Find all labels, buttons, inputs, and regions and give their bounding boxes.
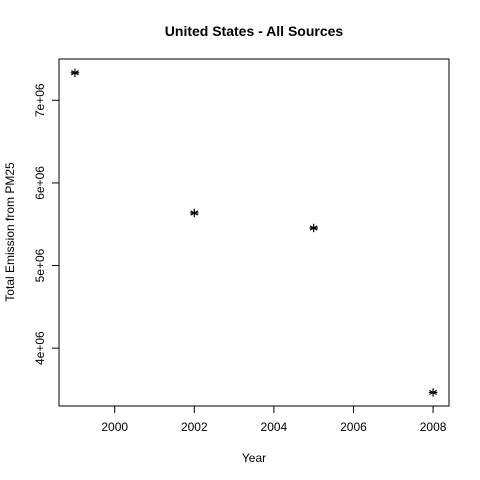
x-tick-label: 2008	[420, 420, 447, 434]
y-tick-label: 4e+06	[33, 331, 47, 365]
x-tick-label: 2004	[261, 420, 288, 434]
data-point-1999	[70, 68, 80, 78]
y-axis: 4e+06 5e+06 6e+06 7e+06	[33, 83, 59, 365]
x-tick-label: 2006	[340, 420, 367, 434]
y-tick-label: 6e+06	[33, 166, 47, 200]
data-points	[70, 68, 438, 397]
x-tick-label: 2000	[101, 420, 128, 434]
y-axis-label: Total Emission from PM25	[3, 162, 17, 302]
y-tick-label: 5e+06	[33, 248, 47, 282]
plot-frame	[58, 58, 450, 407]
y-tick-label: 7e+06	[33, 83, 47, 117]
x-axis-label: Year	[242, 451, 266, 465]
chart-title: United States - All Sources	[165, 23, 344, 39]
x-tick-label: 2002	[181, 420, 208, 434]
x-axis: 2000 2002 2004 2006 2008	[101, 406, 447, 434]
data-point-2002	[190, 208, 199, 218]
data-point-2005	[309, 223, 318, 233]
data-point-2008	[428, 388, 438, 397]
